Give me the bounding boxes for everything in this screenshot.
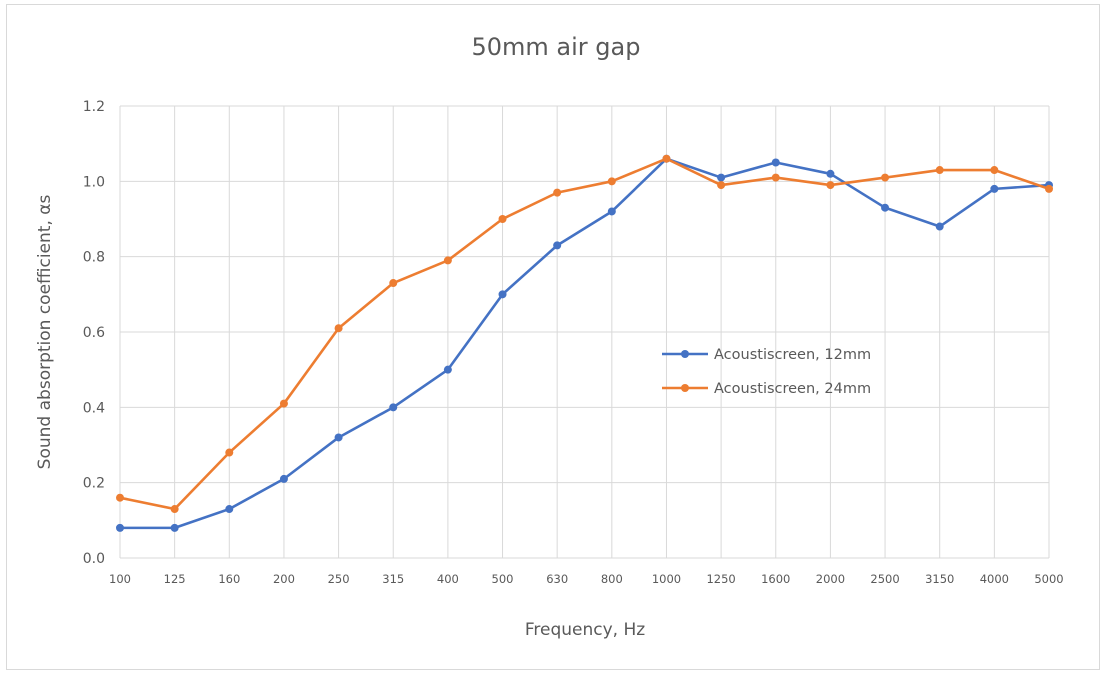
data-point [334,433,343,442]
data-point [990,166,999,175]
data-point [116,523,124,532]
series-group [116,154,1053,532]
data-point [334,324,343,333]
chart-area [6,4,1100,670]
data-series [116,154,1053,532]
chart-title: 50mm air gap [472,33,641,61]
data-point [1045,184,1053,193]
data-point [717,173,726,182]
data-point [553,188,562,197]
y-tick-label: 0.8 [83,250,105,266]
data-point [935,222,944,231]
data-point [826,169,835,178]
legend: Acoustiscreen, 12mm Acoustiscreen, 24mm [662,347,871,397]
data-point [826,181,835,190]
x-tick-label: 1600 [761,572,790,586]
data-point [771,158,780,167]
data-point [170,505,179,514]
data-point [225,505,234,514]
y-tick-label: 0.6 [83,325,105,341]
x-tick-label: 800 [601,572,623,586]
data-point [498,215,507,223]
x-axis-ticks: 100 125 160 200 250 315 400 500 630 800 1000 1250 16… [109,572,1064,586]
data-point [443,365,452,374]
legend-swatch-marker [681,384,689,392]
legend-item: Acoustiscreen, 24mm [662,381,871,397]
data-point [553,241,562,250]
data-point [607,207,616,216]
data-point [607,177,616,186]
series-group [116,154,1053,514]
data-point [170,523,179,532]
y-tick-label: 0.0 [83,551,105,567]
x-axis-label: Frequency, Hz [525,620,645,640]
series-line [118,157,1051,511]
y-tick-label: 0.4 [83,400,105,416]
x-tick-label: 500 [492,572,514,586]
data-point [225,448,234,457]
data-point [717,181,726,190]
legend-label: Acoustiscreen, 24mm [714,381,871,397]
x-tick-label: 1250 [706,572,735,586]
x-tick-label: 2000 [816,572,845,586]
x-tick-label: 2500 [870,572,899,586]
data-point [389,403,398,412]
legend-item: Acoustiscreen, 12mm [662,347,871,363]
data-point [662,154,671,163]
data-point [498,290,507,299]
x-tick-label: 250 [328,572,350,586]
data-point [389,279,398,288]
x-tick-label: 315 [382,572,404,586]
x-tick-label: 5000 [1034,572,1063,586]
x-tick-label: 160 [218,572,240,586]
data-point [881,173,890,182]
x-tick-label: 400 [437,572,459,586]
y-axis-label: Sound absorption coefficient, αs [35,195,55,470]
legend-swatch-marker [681,350,689,358]
data-point [935,166,944,175]
y-tick-label: 1.0 [83,174,105,190]
legend-label: Acoustiscreen, 12mm [714,347,871,363]
data-point [279,399,288,408]
x-tick-label: 4000 [980,572,1009,586]
data-point [990,184,999,193]
series-line [118,157,1051,530]
x-tick-label: 3150 [925,572,954,586]
y-tick-label: 1.2 [83,99,105,115]
x-tick-label: 100 [109,572,131,586]
y-tick-label: 0.2 [83,476,105,492]
data-point [771,173,780,182]
x-tick-label: 200 [273,572,295,586]
data-point [279,474,288,483]
x-tick-label: 630 [546,572,568,586]
data-point [443,256,452,265]
x-tick-label: 125 [164,572,186,586]
y-axis-ticks: 0.0 0.2 0.4 0.6 0.8 1.0 1.2 [83,99,105,567]
x-tick-label: 1000 [652,572,681,586]
data-point [116,493,124,502]
data-point [881,203,890,212]
